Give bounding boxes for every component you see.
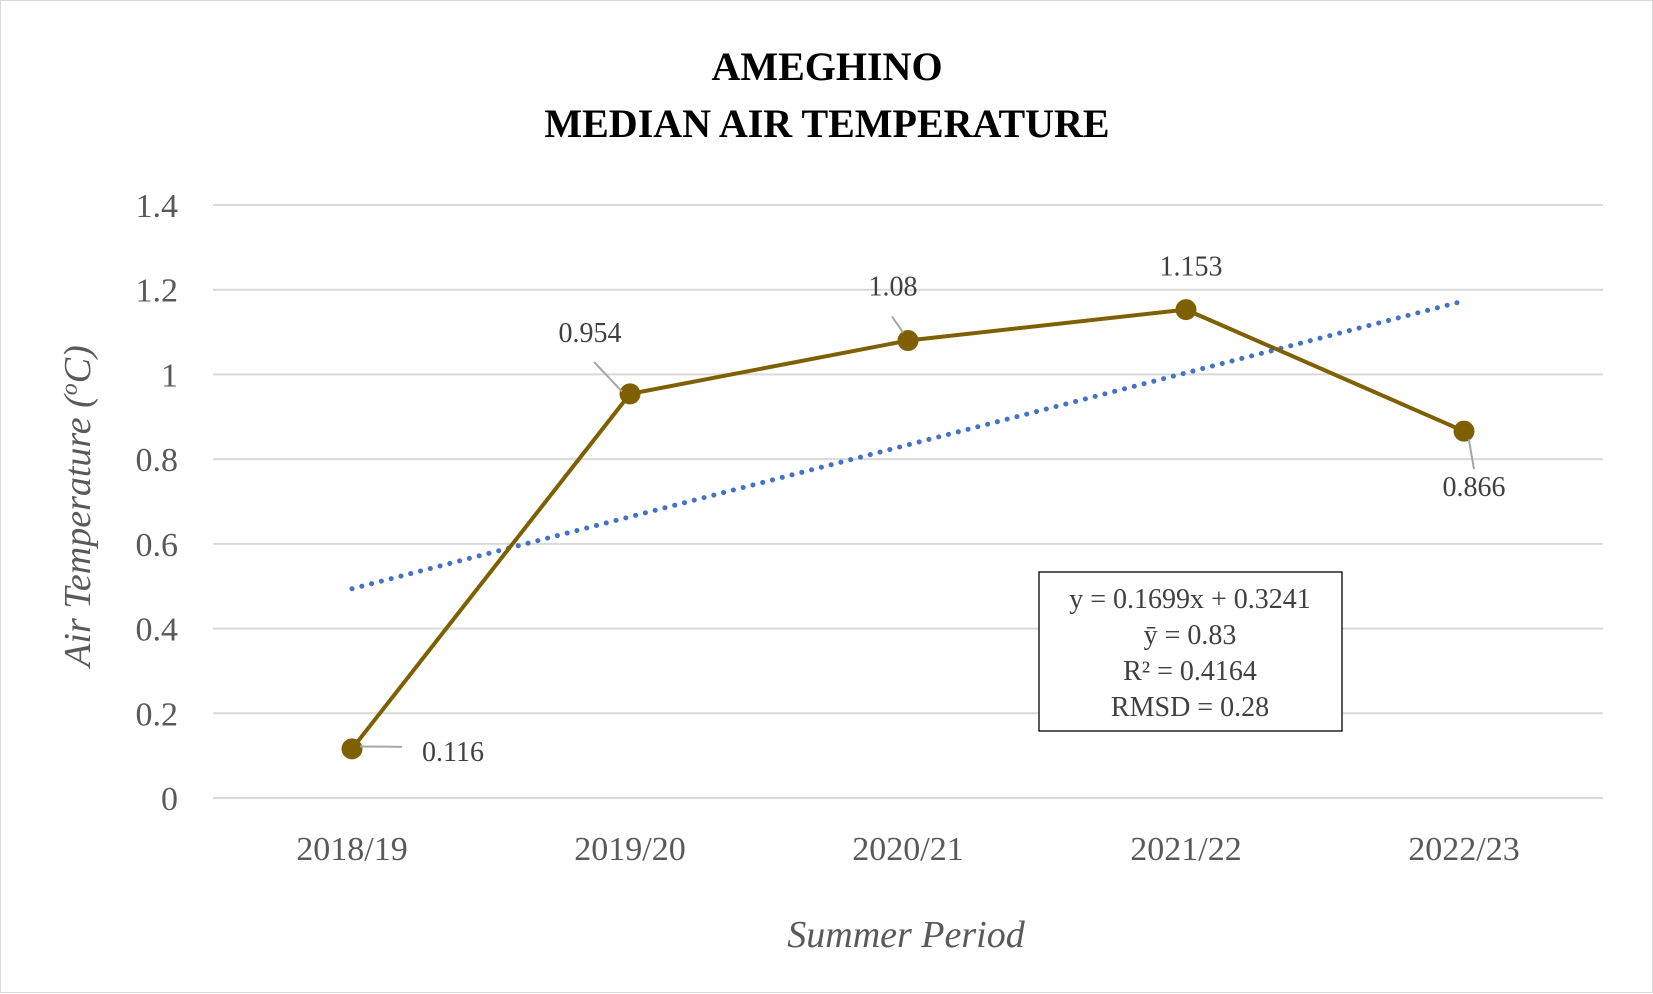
data-labels: 0.116 0.954 1.08 1.153 0.866 (422, 252, 1506, 768)
y-tick-label: 0.4 (136, 612, 179, 649)
y-axis-title: Air Temperature (oC) (57, 345, 99, 670)
stats-equation: y = 0.1699x + 0.3241 (1069, 584, 1311, 615)
x-axis-title: Summer Period (787, 914, 1025, 956)
chart-title-line-1: AMEGHINO (711, 44, 942, 89)
chart-title: AMEGHINO MEDIAN AIR TEMPERATURE (544, 44, 1109, 146)
data-point (620, 384, 640, 404)
data-point (898, 331, 918, 351)
y-tick-label: 1.2 (136, 273, 179, 310)
x-tick-label: 2020/21 (852, 831, 963, 868)
x-axis-ticks: 2018/19 2019/20 2020/21 2021/22 2022/23 (296, 831, 1519, 868)
data-label-leader (594, 362, 622, 392)
chart-title-line-2: MEDIAN AIR TEMPERATURE (544, 101, 1109, 146)
data-label: 0.116 (422, 737, 484, 768)
y-axis-ticks: 0 0.2 0.4 0.6 0.8 1 1.2 1.4 (136, 188, 179, 818)
y-axis-title-main: Air Temperature ( (57, 393, 99, 670)
x-tick-label: 2021/22 (1130, 831, 1241, 868)
data-label: 0.954 (559, 318, 622, 349)
x-tick-label: 2019/20 (574, 831, 685, 868)
data-label: 1.08 (869, 272, 918, 303)
data-label-leader (892, 317, 903, 333)
y-tick-label: 1.4 (136, 188, 179, 225)
y-tick-label: 0.8 (136, 442, 179, 479)
y-tick-label: 1 (161, 357, 178, 394)
y-tick-label: 0 (161, 781, 178, 818)
x-tick-label: 2022/23 (1408, 831, 1519, 868)
y-tick-label: 0.2 (136, 696, 179, 733)
data-point (1454, 421, 1474, 441)
data-label: 1.153 (1160, 252, 1223, 283)
stats-r-squared: R² = 0.4164 (1123, 656, 1257, 687)
data-point (1176, 300, 1196, 320)
x-tick-label: 2018/19 (296, 831, 407, 868)
data-label-leader (1469, 439, 1474, 469)
stats-box: y = 0.1699x + 0.3241 ȳ = 0.83 R² = 0.416… (1039, 572, 1342, 731)
data-label: 0.866 (1443, 472, 1506, 503)
y-axis-title-unit: C) (57, 345, 99, 383)
y-tick-label: 0.6 (136, 527, 179, 564)
stats-rmsd: RMSD = 0.28 (1111, 692, 1269, 723)
stats-mean: ȳ = 0.83 (1144, 620, 1237, 651)
y-axis-title-superscript: o (57, 383, 83, 395)
data-point (342, 739, 362, 759)
